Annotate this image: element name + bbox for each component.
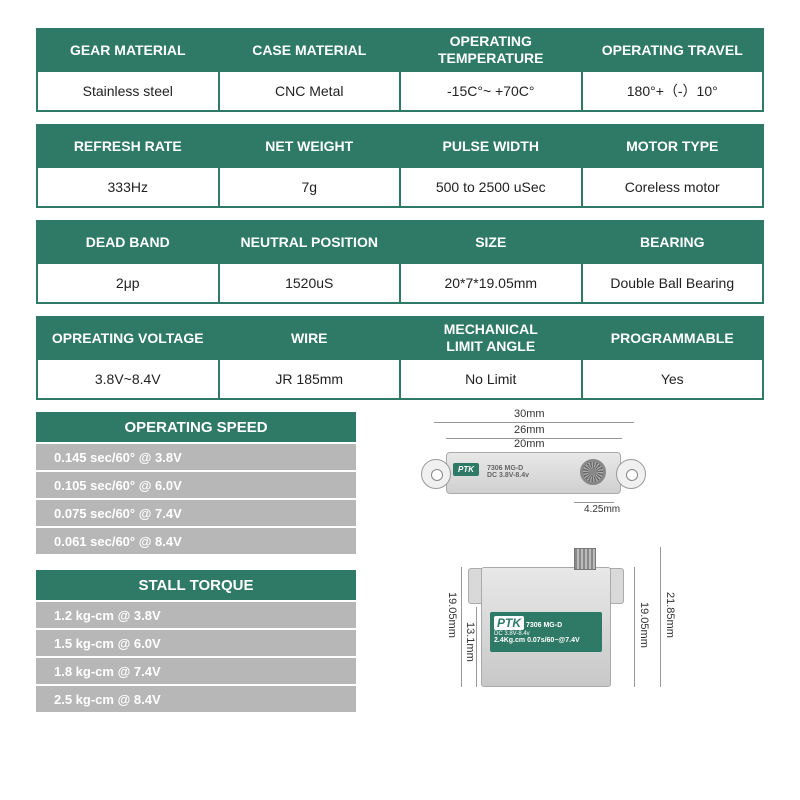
speed-row: 0.105 sec/60° @ 6.0V	[36, 470, 356, 498]
dim-20mm: 20mm	[514, 438, 545, 450]
spec-header: OPERATINGTEMPERATURE	[400, 29, 582, 71]
spec-table-0: GEAR MATERIALCASE MATERIALOPERATINGTEMPE…	[36, 28, 764, 112]
stall-torque-title: STALL TORQUE	[36, 570, 356, 600]
dim-1905mm-left: 19.05mm	[446, 592, 458, 638]
servo-diagram: 30mm 26mm 20mm PTK 7306 MG-DDC 3.8V-8.4v…	[386, 412, 764, 728]
spec-value: Coreless motor	[582, 167, 764, 207]
servo-side-view: PTK 7306 MG-D DC 3.8V-8.4v 2.4Kg.cm 0.07…	[481, 567, 611, 687]
operating-speed-title: OPERATING SPEED	[36, 412, 356, 442]
spec-header: BEARING	[582, 221, 764, 263]
speed-row: 0.061 sec/60° @ 8.4V	[36, 526, 356, 554]
spec-value: 1520uS	[219, 263, 401, 303]
spec-value: JR 185mm	[219, 359, 401, 399]
spec-table-2: DEAD BANDNEUTRAL POSITIONSIZEBEARING 2μp1…	[36, 220, 764, 304]
dim-131mm: 13.1mm	[464, 622, 476, 662]
operating-speed-table: OPERATING SPEED 0.145 sec/60° @ 3.8V0.10…	[36, 412, 356, 554]
ptk-badge: PTK	[453, 463, 479, 476]
spec-value: 3.8V~8.4V	[37, 359, 219, 399]
gear-icon	[574, 548, 596, 570]
spec-value: 7g	[219, 167, 401, 207]
spec-header: DEAD BAND	[37, 221, 219, 263]
spec-header: NEUTRAL POSITION	[219, 221, 401, 263]
spec-header: OPREATING VOLTAGE	[37, 317, 219, 359]
spec-header: OPERATING TRAVEL	[582, 29, 764, 71]
spec-value: Double Ball Bearing	[582, 263, 764, 303]
speed-row: 0.075 sec/60° @ 7.4V	[36, 498, 356, 526]
torque-row: 1.2 kg-cm @ 3.8V	[36, 600, 356, 628]
spec-value: -15C°~ +70C°	[400, 71, 582, 111]
spec-value: 500 to 2500 uSec	[400, 167, 582, 207]
dim-1905mm-right: 19.05mm	[638, 602, 650, 648]
torque-row: 2.5 kg-cm @ 8.4V	[36, 684, 356, 712]
torque-row: 1.5 kg-cm @ 6.0V	[36, 628, 356, 656]
spec-header: REFRESH RATE	[37, 125, 219, 167]
servo-top-view: PTK 7306 MG-DDC 3.8V-8.4v	[446, 452, 621, 494]
spec-header: MECHANICALLIMIT ANGLE	[400, 317, 582, 359]
stall-torque-table: STALL TORQUE 1.2 kg-cm @ 3.8V1.5 kg-cm @…	[36, 570, 356, 712]
spec-header: NET WEIGHT	[219, 125, 401, 167]
spec-value: 2μp	[37, 263, 219, 303]
spec-value: No Limit	[400, 359, 582, 399]
spec-header: CASE MATERIAL	[219, 29, 401, 71]
dim-30mm: 30mm	[514, 408, 545, 420]
spec-value: 180°+（-）10°	[582, 71, 764, 111]
spec-header: WIRE	[219, 317, 401, 359]
spec-header: GEAR MATERIAL	[37, 29, 219, 71]
spec-header: PULSE WIDTH	[400, 125, 582, 167]
spec-table-3: OPREATING VOLTAGEWIREMECHANICALLIMIT ANG…	[36, 316, 764, 400]
model-text: 7306 MG-DDC 3.8V-8.4v	[487, 465, 529, 479]
spec-value: 333Hz	[37, 167, 219, 207]
spec-value: 20*7*19.05mm	[400, 263, 582, 303]
spec-value: Yes	[582, 359, 764, 399]
spec-table-1: REFRESH RATENET WEIGHTPULSE WIDTHMOTOR T…	[36, 124, 764, 208]
spec-header: SIZE	[400, 221, 582, 263]
servo-label: PTK 7306 MG-D DC 3.8V-8.4v 2.4Kg.cm 0.07…	[490, 612, 602, 652]
spec-value: CNC Metal	[219, 71, 401, 111]
spec-header: PROGRAMMABLE	[582, 317, 764, 359]
spec-value: Stainless steel	[37, 71, 219, 111]
spec-header: MOTOR TYPE	[582, 125, 764, 167]
dim-425mm: 4.25mm	[584, 504, 620, 515]
dim-26mm: 26mm	[514, 424, 545, 436]
torque-row: 1.8 kg-cm @ 7.4V	[36, 656, 356, 684]
dim-2185mm: 21.85mm	[664, 592, 676, 638]
speed-row: 0.145 sec/60° @ 3.8V	[36, 442, 356, 470]
spline-icon	[580, 459, 606, 485]
